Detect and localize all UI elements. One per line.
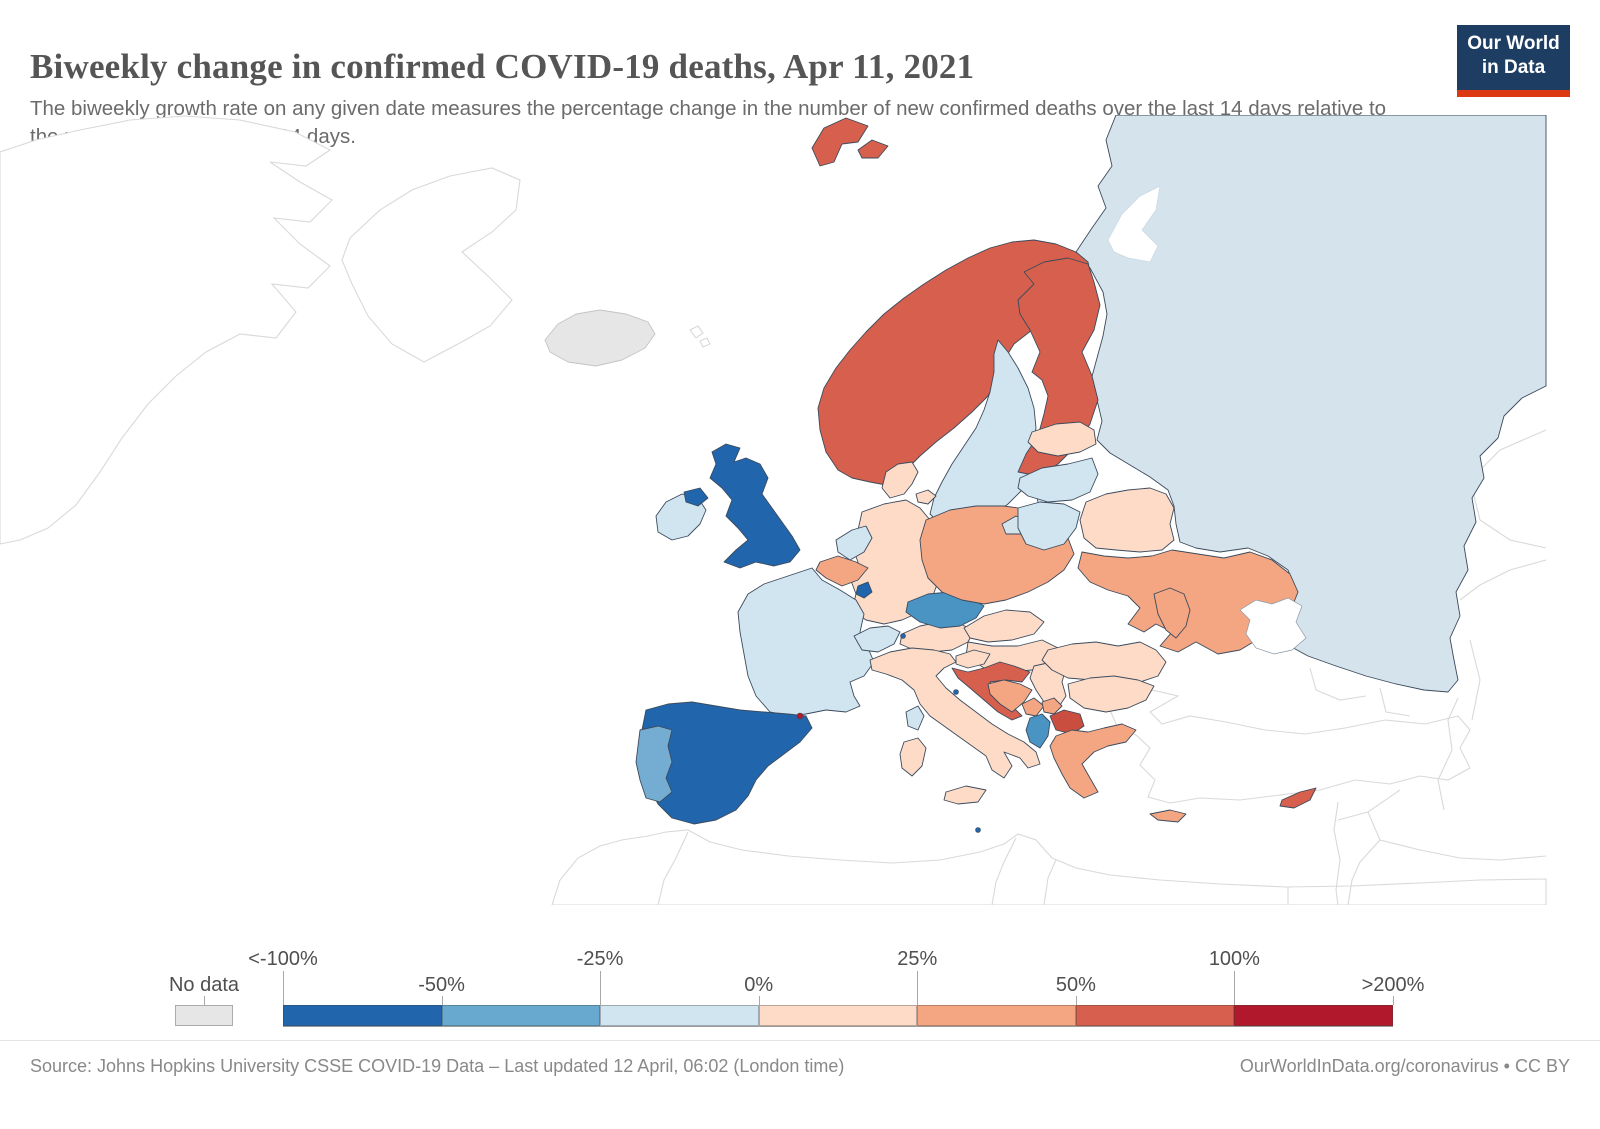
country-corsica-france[interactable] xyxy=(905,705,925,731)
country-romania[interactable] xyxy=(1041,641,1167,685)
country-svalbard[interactable] xyxy=(857,139,889,159)
background-border-4 xyxy=(1333,801,1341,905)
page-title: Biweekly change in confirmed COVID-19 de… xyxy=(30,47,975,87)
legend-bin-100-to-50[interactable] xyxy=(283,1005,442,1026)
legend-tick-0 xyxy=(283,971,284,1005)
legend-bin-0-to-25[interactable] xyxy=(758,1005,918,1026)
legend-tick-2 xyxy=(600,971,602,1005)
country-andorra[interactable] xyxy=(796,712,804,720)
country-denmark[interactable] xyxy=(915,489,937,505)
background-border-7 xyxy=(1379,839,1547,861)
background-border-8 xyxy=(1309,667,1367,701)
background-border-13 xyxy=(1469,429,1547,549)
background-landmass-1 xyxy=(341,167,521,363)
legend-tick-label-7: >200% xyxy=(1361,974,1425,996)
legend-bin-25-to-50[interactable] xyxy=(917,1005,1076,1026)
country-luxembourg[interactable] xyxy=(855,581,873,599)
europe-choropleth-map xyxy=(0,115,1547,905)
country-belgium[interactable] xyxy=(815,555,869,587)
country-liechtenstein[interactable] xyxy=(900,633,906,639)
legend-tick-6 xyxy=(1234,971,1236,1005)
legend-bin-50-to-100[interactable] xyxy=(1075,1005,1235,1026)
white-sea xyxy=(1107,185,1161,263)
background-border-1 xyxy=(991,837,1017,905)
country-san-marino[interactable] xyxy=(953,689,959,695)
background-border-12 xyxy=(1459,559,1547,601)
legend-no-data-swatch[interactable] xyxy=(175,1005,233,1026)
country-ukraine[interactable] xyxy=(1077,549,1299,655)
owid-logo-line2: in Data xyxy=(1481,57,1546,78)
country-greece[interactable] xyxy=(1049,723,1137,799)
country-svalbard[interactable] xyxy=(811,117,869,167)
owid-logo[interactable]: Our World in Data xyxy=(1457,25,1570,97)
country-italy[interactable] xyxy=(899,737,927,777)
legend-tick-3 xyxy=(758,996,760,1005)
legend-tick-label-6: 100% xyxy=(1208,948,1260,970)
background-landmass-5 xyxy=(699,337,711,348)
background-border-9 xyxy=(1379,687,1411,717)
country-malta[interactable] xyxy=(975,827,981,833)
background-landmass-3 xyxy=(1107,689,1471,804)
country-latvia[interactable] xyxy=(1017,457,1099,503)
legend-tick-1 xyxy=(441,996,443,1005)
country-switzerland[interactable] xyxy=(853,625,901,653)
legend-tick-7 xyxy=(1393,996,1394,1005)
background-border-2 xyxy=(1043,859,1057,905)
legend-tick-label-5: 50% xyxy=(1055,974,1096,996)
legend-tick-4 xyxy=(917,971,919,1005)
legend-tick-label-3: 0% xyxy=(744,974,774,996)
country-italy[interactable] xyxy=(943,785,987,805)
country-russia[interactable] xyxy=(1075,115,1547,693)
background-border-10 xyxy=(1437,697,1459,811)
country-bosnia-and-herzegovina[interactable] xyxy=(987,679,1033,713)
country-albania[interactable] xyxy=(1025,713,1051,749)
legend-tick-label-1: -50% xyxy=(418,974,465,996)
footer-divider xyxy=(0,1040,1600,1041)
owid-logo-stripe xyxy=(1457,90,1570,97)
country-france[interactable] xyxy=(737,567,875,717)
country-north-macedonia[interactable] xyxy=(1049,709,1085,735)
background-border-11 xyxy=(1469,639,1481,721)
country-montenegro[interactable] xyxy=(1021,697,1045,717)
country-moldova[interactable] xyxy=(1153,587,1191,639)
crimea-azov xyxy=(1239,597,1307,655)
background-border-0 xyxy=(657,831,689,905)
legend-bin-100-to-200[interactable] xyxy=(1234,1005,1393,1026)
country-denmark[interactable] xyxy=(881,461,919,499)
country-greece[interactable] xyxy=(1149,809,1187,823)
country-slovakia[interactable] xyxy=(963,609,1045,643)
country-cyprus[interactable] xyxy=(1279,787,1317,809)
legend-bin-50-to-25[interactable] xyxy=(441,1005,601,1026)
legend-tick-label-0: <-100% xyxy=(248,948,318,970)
legend-bar-baseline xyxy=(283,1026,1393,1027)
legend-tick-label-4: 25% xyxy=(897,948,938,970)
background-landmass-0 xyxy=(0,115,333,545)
legend-tick-label-2: -25% xyxy=(576,948,624,970)
background-border-6 xyxy=(1347,811,1381,905)
country-bulgaria[interactable] xyxy=(1067,675,1155,713)
legend-bin-25-to-0[interactable] xyxy=(600,1005,759,1026)
country-united-kingdom[interactable] xyxy=(683,487,709,507)
country-iceland[interactable] xyxy=(544,309,656,367)
country-estonia[interactable] xyxy=(1027,421,1097,457)
country-portugal[interactable] xyxy=(635,725,673,803)
country-italy[interactable] xyxy=(869,647,1041,779)
legend-no-data-label: No data xyxy=(168,974,240,996)
legend-no-data-tick xyxy=(204,996,205,1005)
country-netherlands[interactable] xyxy=(835,525,873,561)
background-landmass-4 xyxy=(689,325,704,339)
country-belarus[interactable] xyxy=(1079,487,1175,553)
footer-license-link[interactable]: OurWorldInData.org/coronavirus • CC BY xyxy=(1239,1056,1570,1076)
owid-logo-line1: Our World xyxy=(1467,33,1560,54)
legend-tick-5 xyxy=(1075,996,1077,1005)
country-lithuania[interactable] xyxy=(1017,501,1081,551)
footer-source: Source: Johns Hopkins University CSSE CO… xyxy=(30,1056,845,1076)
country-kosovo[interactable] xyxy=(1041,697,1063,715)
country-slovenia[interactable] xyxy=(955,649,991,669)
country-united-kingdom[interactable] xyxy=(709,443,801,569)
background-landmass-2 xyxy=(551,829,1547,905)
